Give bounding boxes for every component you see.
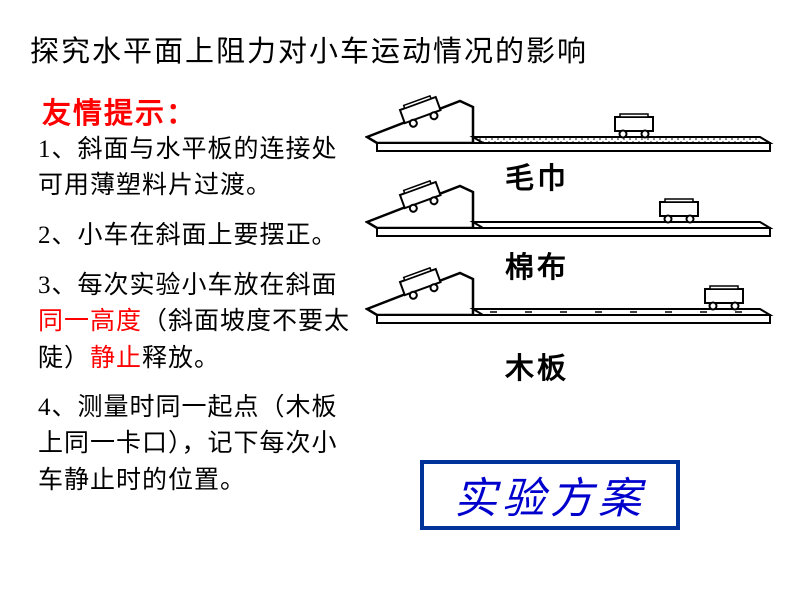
tip-3-red1: 同一高度 — [38, 308, 142, 335]
scheme-box: 实验方案 — [420, 460, 680, 530]
experiment-diagram — [365, 95, 775, 375]
page-title: 探究水平面上阻力对小车运动情况的影响 — [30, 28, 588, 70]
tip-3: 3、每次实验小车放在斜面同一高度（斜面坡度不要太陡）静止释放。 — [38, 268, 358, 377]
surface-label-wood: 木板 — [505, 345, 569, 387]
surface-label-cotton: 棉布 — [505, 244, 569, 286]
tip-3-part1: 3、每次实验小车放在斜面 — [38, 272, 338, 299]
scheme-text: 实验方案 — [454, 464, 646, 526]
tip-2: 2、小车在斜面上要摆正。 — [38, 218, 383, 254]
tip-3-red2: 静止 — [90, 345, 142, 372]
tip-4: 4、测量时同一起点（木板上同一卡口），记下每次小车静止时的位置。 — [38, 390, 358, 499]
tip-1: 1、斜面与水平板的连接处可用薄塑料片过渡。 — [38, 132, 358, 205]
hint-header: 友情提示： — [42, 90, 197, 132]
tip-3-part3: 释放。 — [142, 345, 220, 372]
surface-label-towel: 毛巾 — [505, 155, 569, 197]
